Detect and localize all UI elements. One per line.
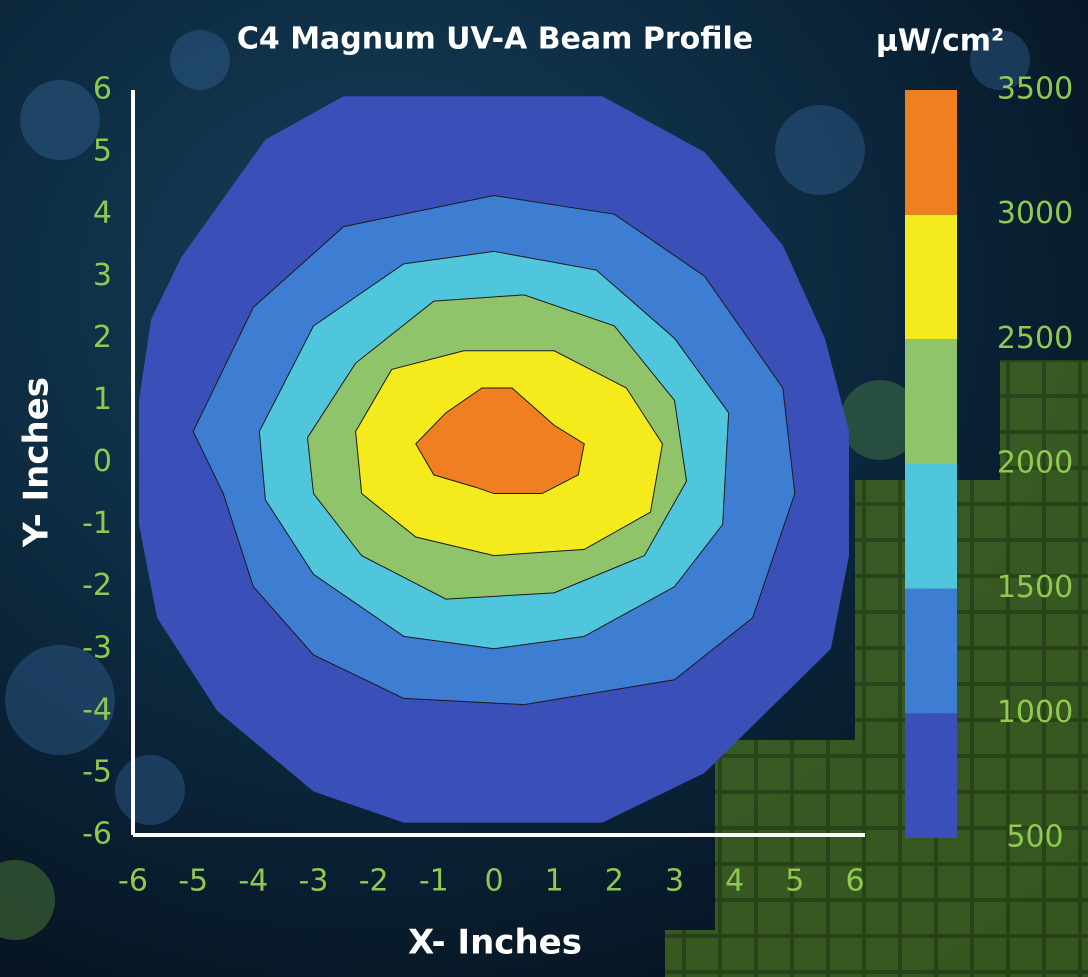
y-tick-label: 2 — [93, 320, 112, 355]
x-tick-label: 0 — [484, 864, 503, 899]
colorbar-band — [905, 713, 957, 838]
y-tick-label: 0 — [93, 444, 112, 479]
x-tick-label: -6 — [118, 864, 148, 899]
colorbar-band — [905, 464, 957, 589]
colorbar-tick-label: 1000 — [997, 695, 1073, 730]
y-tick-label: 4 — [93, 196, 112, 231]
x-tick-label: 3 — [665, 864, 684, 899]
colorbar-tick-label: 500 — [1006, 820, 1063, 855]
x-tick-label: -1 — [419, 864, 449, 899]
y-tick-label: -1 — [82, 506, 112, 541]
y-tick-label: -3 — [82, 630, 112, 665]
x-tick-label: 1 — [545, 864, 564, 899]
grid-decoration — [665, 360, 1088, 977]
x-tick-label: 4 — [725, 864, 744, 899]
x-tick-label: 5 — [785, 864, 804, 899]
colorbar-band — [905, 339, 957, 464]
x-tick-label: 6 — [845, 864, 864, 899]
y-tick-label: -4 — [82, 692, 112, 727]
y-tick-label: 5 — [93, 134, 112, 169]
colorbar-tick-label: 2000 — [997, 446, 1073, 481]
y-axis-label: Y- Inches — [17, 377, 57, 548]
chart-title: C4 Magnum UV-A Beam Profile — [237, 22, 753, 57]
y-tick-label: 6 — [93, 72, 112, 107]
colorbar-band — [905, 588, 957, 714]
colorbar-tick-label: 3000 — [997, 196, 1073, 231]
y-tick-label: 1 — [93, 382, 112, 417]
colorbar-band — [905, 90, 957, 215]
x-tick-label: -2 — [359, 864, 389, 899]
x-axis-label: X- Inches — [408, 923, 582, 963]
colorbar-label: μW/cm² — [876, 24, 1004, 59]
x-tick-label: -3 — [299, 864, 329, 899]
x-tick-label: -5 — [178, 864, 208, 899]
colorbar-tick-label: 1500 — [997, 570, 1073, 605]
colorbar-band — [905, 214, 957, 340]
y-tick-label: -5 — [82, 754, 112, 789]
colorbar-tick-label: 3500 — [997, 72, 1073, 107]
y-tick-label: 3 — [93, 258, 112, 293]
x-tick-label: -4 — [238, 864, 268, 899]
colorbar-tick-label: 2500 — [997, 321, 1073, 356]
y-tick-label: -6 — [82, 817, 112, 852]
y-tick-label: -2 — [82, 568, 112, 603]
contour-region — [415, 387, 585, 495]
x-tick-label: 2 — [605, 864, 624, 899]
